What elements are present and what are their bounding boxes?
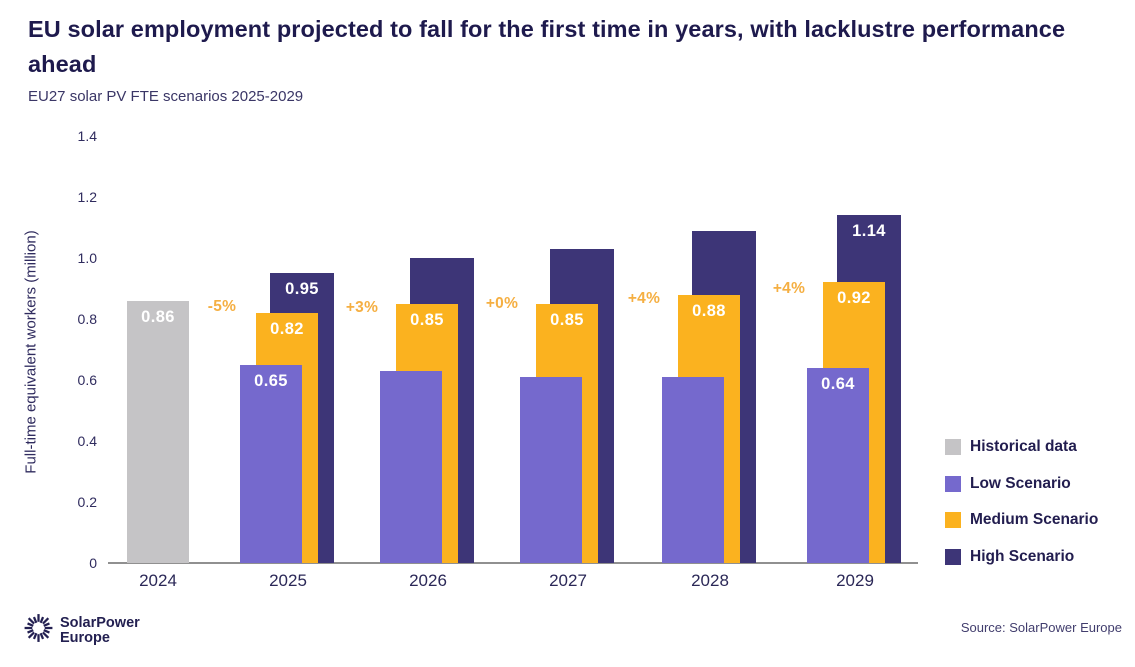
y-tick-label: 0.4 [77,433,97,449]
legend-label: Medium Scenario [970,511,1099,528]
bar-value-label: 0.88 [692,301,726,320]
bar-2027-low [520,376,582,563]
pct-change-annotation: +0% [485,294,519,312]
legend-item-low: Low Scenario [945,475,1071,492]
bar-value-label: 0.86 [141,307,175,326]
pct-change-annotation: +4% [772,279,806,297]
bar-value-label: 0.64 [821,374,855,393]
legend-item-historical: Historical data [945,438,1077,455]
legend-label: High Scenario [970,548,1075,565]
y-tick-label: 1.2 [77,189,97,205]
y-tick-label: 0.6 [77,372,97,388]
bar-value-label: 1.14 [852,222,886,241]
logo-line2: Europe [60,629,110,646]
legend-item-medium: Medium Scenario [945,511,1099,528]
bar-value-label: 0.85 [410,310,444,329]
bar-2028-low [662,376,724,563]
y-tick-label: 0.8 [77,311,97,327]
bar-value-label: 0.92 [837,289,871,308]
bar-2024-historical [127,300,189,563]
bar-2026-low [380,370,442,563]
y-tick-label: 0.2 [77,494,97,510]
pct-change-annotation: +3% [345,299,379,317]
chart-subtitle: EU27 solar PV FTE scenarios 2025-2029 [28,88,304,105]
x-tick-label: 2025 [269,571,307,590]
logo-line1: SolarPower [60,615,140,631]
bar-value-label: 0.65 [254,371,288,390]
x-tick-label: 2026 [409,571,447,590]
x-tick-label: 2028 [691,571,729,590]
x-axis-line [108,562,918,564]
bar-value-label: 0.82 [270,319,304,338]
bar-2029-low [807,367,869,563]
pct-change-annotation: +4% [627,290,661,308]
legend-label: Historical data [970,438,1077,455]
legend-swatch-high [945,549,961,565]
legend-label: Low Scenario [970,475,1071,492]
chart-title: EU solar employment projected to fall fo… [28,16,1066,77]
legend-swatch-medium [945,512,961,528]
legend-swatch-historical [945,439,961,455]
sun-icon [22,611,55,650]
legend-item-high: High Scenario [945,548,1075,565]
x-tick-label: 2027 [549,571,587,590]
legend-swatch-low [945,476,961,492]
x-tick-label: 2024 [139,571,177,590]
y-tick-label: 1.0 [77,250,97,266]
bar-value-label: 0.95 [285,280,319,299]
bar-2025-low [240,364,302,563]
y-tick-label: 0 [89,555,97,571]
x-tick-label: 2029 [836,571,874,590]
bar-value-label: 0.85 [550,310,584,329]
logo-wordmark: SolarPower Europe [60,616,140,645]
y-tick-label: 1.4 [77,128,97,144]
solarpower-europe-logo: SolarPower Europe [22,611,140,650]
source-note: Source: SolarPower Europe [960,620,1122,635]
pct-change-annotation: -5% [207,297,237,315]
